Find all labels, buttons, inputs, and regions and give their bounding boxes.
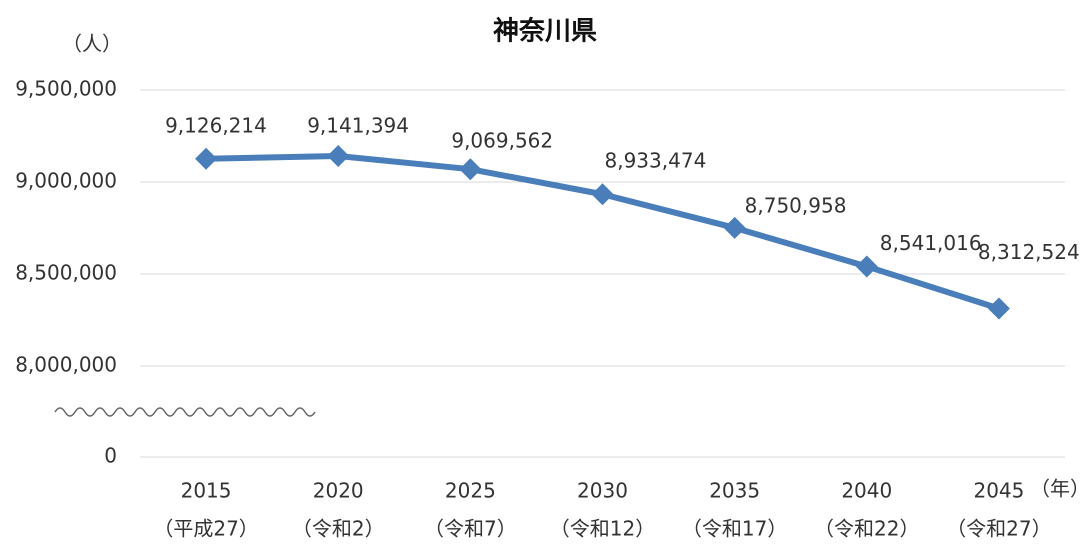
x-tick-sublabel: （令和2） <box>292 517 385 541</box>
axis-break <box>54 407 316 417</box>
marker <box>855 255 878 278</box>
marker <box>987 297 1010 320</box>
data-label: 8,541,016 <box>880 231 982 255</box>
chart-title: 神奈川県 <box>493 17 597 47</box>
x-tick-label: 2035 <box>709 479 760 503</box>
marker <box>459 158 482 181</box>
data-label: 8,933,474 <box>605 149 707 173</box>
marker <box>327 144 350 167</box>
data-label: 9,069,562 <box>451 129 553 153</box>
marker <box>591 183 614 206</box>
data-label: 8,750,958 <box>745 193 847 217</box>
y-tick-label: 9,500,000 <box>15 77 117 101</box>
y-axis-label: （人） <box>62 32 122 56</box>
data-label: 9,126,214 <box>165 113 267 137</box>
data-label: 9,141,394 <box>307 113 409 137</box>
x-tick-sublabel: （令和12） <box>550 517 655 541</box>
x-tick-sublabel: （令和17） <box>682 517 787 541</box>
y-tick-label: 8,500,000 <box>15 261 117 285</box>
marker <box>195 147 218 170</box>
x-tick-sublabel: （令和7） <box>424 517 517 541</box>
x-tick-label: 2020 <box>313 479 364 503</box>
y-tick-label: 0 <box>104 444 117 468</box>
y-tick-label: 9,000,000 <box>15 169 117 193</box>
marker <box>723 216 746 239</box>
x-tick-label: 2040 <box>841 479 892 503</box>
x-tick-label: 2030 <box>577 479 628 503</box>
x-tick-label: 2025 <box>445 479 496 503</box>
x-tick-sublabel: （令和27） <box>946 517 1051 541</box>
data-label: 8,312,524 <box>978 240 1080 264</box>
x-tick-sublabel: （平成27） <box>153 517 258 541</box>
x-tick-sublabel: （令和22） <box>814 517 919 541</box>
x-tick-label: 2045 <box>973 479 1024 503</box>
x-tick-label: 2015 <box>181 479 232 503</box>
x-axis-label: （年） <box>1030 477 1090 501</box>
y-tick-label: 8,000,000 <box>15 353 117 377</box>
